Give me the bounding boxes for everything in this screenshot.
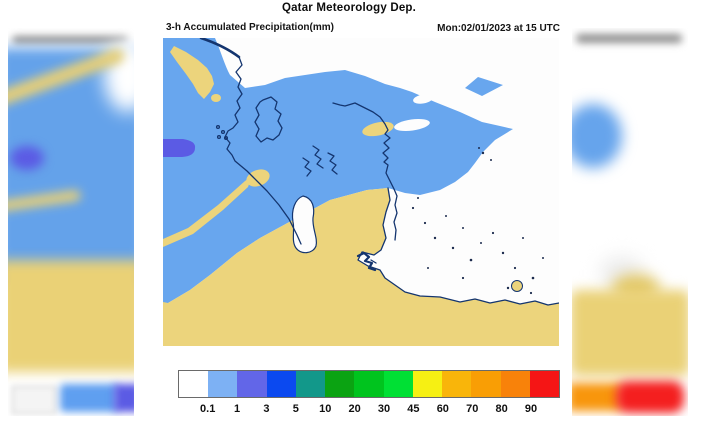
blurred-land-region: [572, 290, 688, 376]
land-streak: [170, 46, 214, 99]
dry-land-region: [163, 188, 559, 346]
blurred-text-smudge: [576, 34, 682, 43]
blurred-legend-box: [114, 384, 134, 412]
legend-tick-label: 5: [292, 403, 299, 415]
legend-color-box: [325, 371, 355, 397]
legend-tick-label: 10: [319, 403, 332, 415]
legend-color-box: [354, 371, 384, 397]
blurred-legend-box: [60, 384, 118, 412]
legend-tick-label: 1: [234, 403, 241, 415]
coastline-west: [224, 56, 302, 245]
bay-squiggle: [362, 251, 377, 264]
legend-tick-label: 30: [377, 403, 391, 415]
legend-tick-label: 3: [263, 403, 270, 415]
blurred-moderate-precip-patch: [10, 146, 44, 170]
legend-bar: [178, 370, 560, 398]
islet: [216, 134, 222, 140]
islet: [223, 135, 229, 141]
precipitation-map: [163, 38, 559, 346]
coastline-south: [357, 187, 559, 306]
coastline-arc: [199, 38, 241, 59]
blurred-text-smudge: [12, 36, 128, 44]
coastline-squiggle: [302, 157, 312, 177]
blurred-legend-box: [616, 381, 684, 413]
legend-color-box: [208, 371, 238, 397]
blurred-legend-box: [572, 383, 622, 411]
precip-patch: [465, 77, 503, 96]
islet: [220, 129, 226, 135]
legend-tick-label: 60: [436, 403, 449, 415]
legend-tick-label: 90: [524, 403, 538, 415]
blurred-land-region: [8, 260, 134, 372]
clear-sliver: [394, 119, 430, 131]
legend-tick-labels: 0.1 1 3 5 10 20 30 45 60 70 80 90: [193, 403, 546, 415]
coastline-group: [199, 38, 559, 306]
coastline-squiggle: [327, 152, 338, 175]
valid-time-label: Mon:02/01/2023 at 15 UTC: [437, 23, 560, 34]
blurred-backdrop-left: [8, 28, 134, 416]
land-streak: [163, 176, 252, 247]
legend-tick-label: 45: [407, 403, 420, 415]
legend-color-box: [266, 371, 296, 397]
product-label: 3-h Accumulated Precipitation(mm): [166, 22, 334, 33]
legend-color-box: [529, 371, 560, 397]
legend-tick-label: 70: [466, 403, 479, 415]
coastline-squiggle: [312, 145, 324, 169]
legend-color-box: [412, 371, 443, 397]
legend-color-box: [442, 371, 472, 397]
islet: [215, 124, 221, 130]
legend-color-box: [383, 371, 413, 397]
legend-color-box: [471, 371, 501, 397]
clear-teardrop: [291, 195, 318, 254]
moderate-precip-patch: [163, 139, 196, 157]
speckle-dots: [411, 147, 544, 295]
legend-color-box: [295, 371, 326, 397]
blurred-precip-region: [572, 104, 622, 168]
legend-color-box: [500, 371, 530, 397]
island: [511, 280, 523, 292]
legend-tick-label: 80: [495, 403, 508, 415]
page-title: Qatar Meteorology Dep.: [281, 2, 417, 14]
clear-hole: [413, 94, 433, 104]
land-patch: [211, 94, 221, 102]
coastline-east: [332, 102, 398, 241]
land-patch: [246, 169, 270, 187]
legend-color-box: [237, 371, 267, 397]
legend-tick-label: 20: [348, 403, 361, 415]
legend-tick-label: 0.1: [200, 403, 216, 415]
precip-band: [163, 38, 513, 304]
bahrain-contour: [254, 96, 283, 143]
legend-color-box: [179, 371, 209, 397]
blurred-legend-box: [12, 386, 56, 414]
blurred-backdrop-right: [572, 28, 688, 416]
